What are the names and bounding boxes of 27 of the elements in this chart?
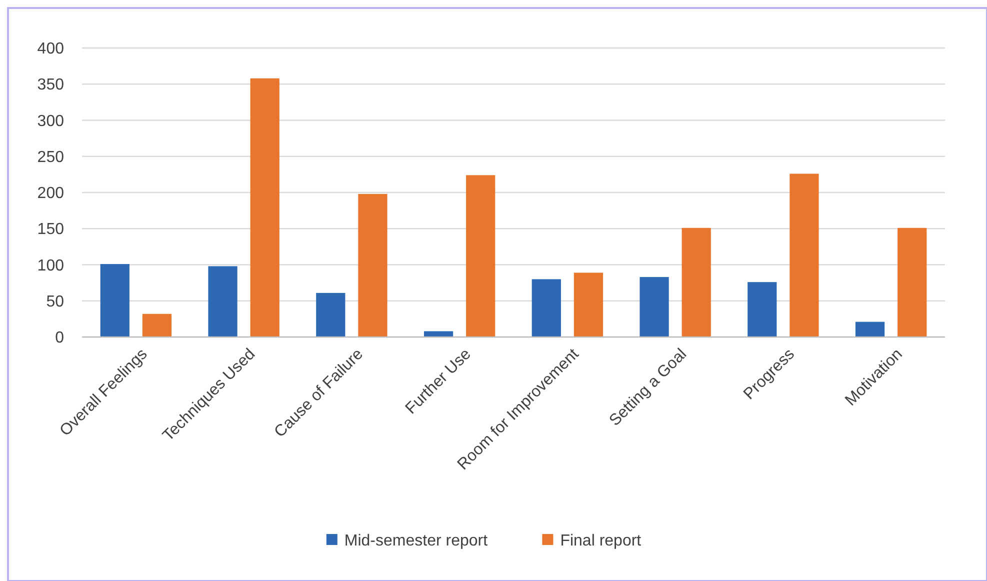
y-tick-label: 300 bbox=[37, 112, 64, 130]
y-tick-label: 250 bbox=[37, 148, 64, 166]
bar bbox=[532, 279, 561, 337]
bar bbox=[898, 228, 927, 337]
bar bbox=[142, 314, 172, 337]
legend-label: Final report bbox=[560, 532, 642, 550]
y-tick-label: 200 bbox=[37, 185, 64, 202]
bar bbox=[358, 194, 388, 337]
bar bbox=[466, 175, 496, 337]
bar bbox=[250, 78, 280, 337]
bar bbox=[574, 272, 604, 337]
y-tick-label: 150 bbox=[37, 221, 64, 238]
y-tick-label: 400 bbox=[37, 40, 64, 58]
bar bbox=[640, 277, 669, 337]
legend-label: Mid-semester report bbox=[344, 532, 488, 550]
y-tick-label: 50 bbox=[46, 293, 64, 310]
y-tick-label: 350 bbox=[37, 76, 64, 94]
bar bbox=[855, 322, 885, 337]
bar bbox=[316, 292, 346, 337]
y-tick-label: 100 bbox=[37, 257, 64, 274]
bar bbox=[424, 331, 454, 337]
bar bbox=[208, 266, 238, 337]
bar bbox=[682, 228, 711, 337]
bar bbox=[100, 264, 130, 337]
bar bbox=[748, 282, 777, 337]
y-tick-label: 0 bbox=[55, 330, 64, 347]
bar bbox=[790, 174, 819, 337]
